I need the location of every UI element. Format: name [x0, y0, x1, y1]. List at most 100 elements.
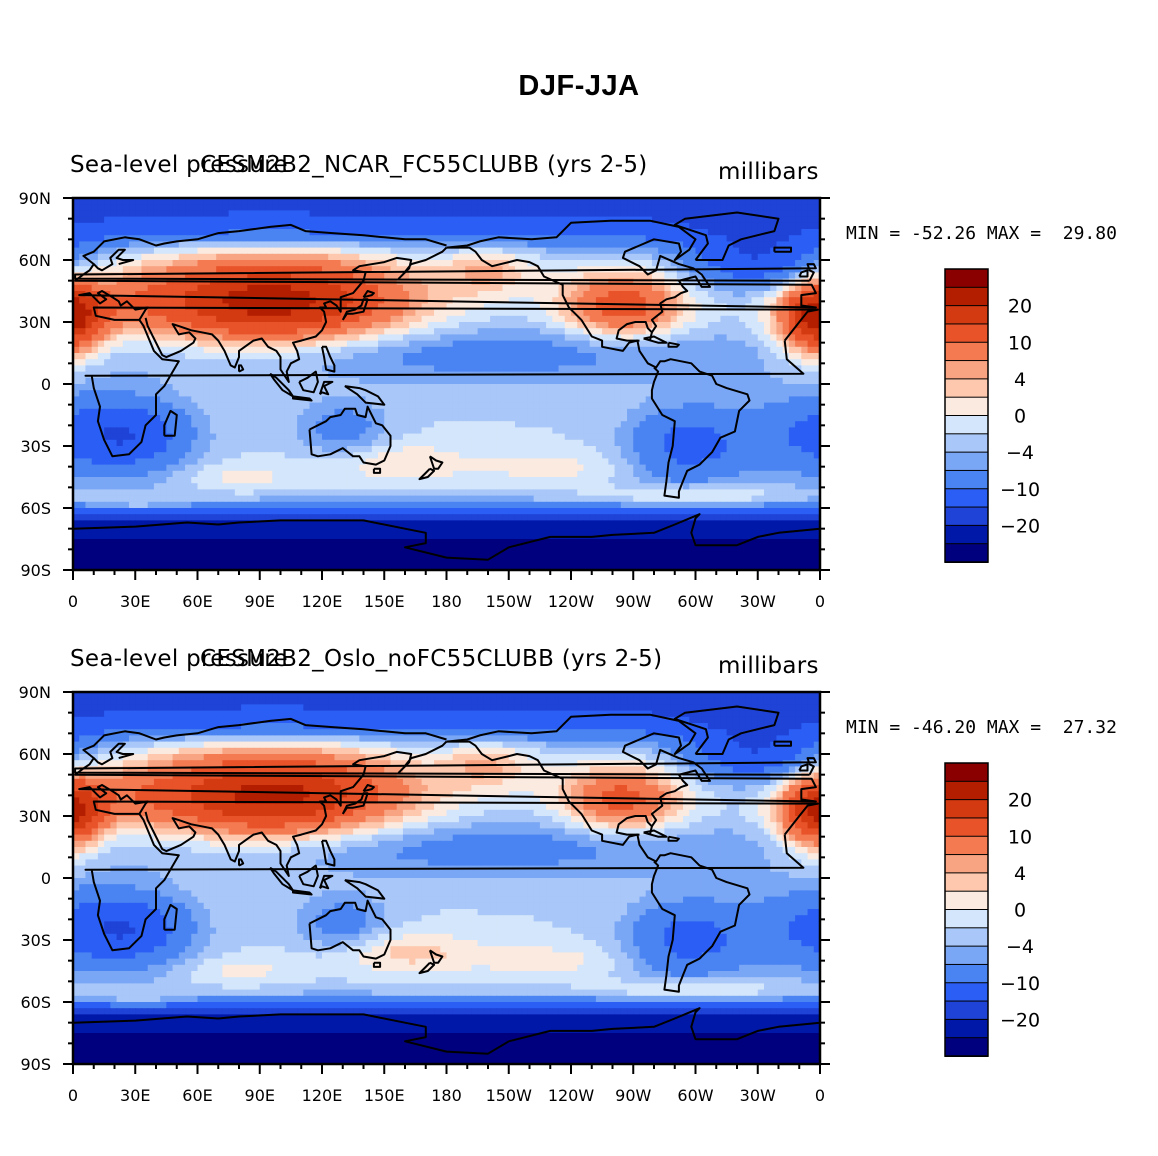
heatmap-cell — [620, 272, 628, 280]
heatmap-cell — [595, 291, 603, 298]
heatmap-cell — [253, 390, 261, 397]
heatmap-cell — [328, 446, 336, 453]
heatmap-cell — [558, 247, 566, 255]
heatmap-cell — [185, 334, 192, 342]
heatmap-cell — [384, 266, 392, 273]
heatmap-cell — [340, 291, 348, 298]
heatmap-cell — [770, 284, 778, 292]
heatmap-cell — [614, 309, 622, 317]
heatmap-cell — [315, 359, 323, 366]
heatmap-cell — [490, 322, 497, 329]
heatmap-cell — [284, 210, 292, 218]
heatmap-cell — [178, 452, 186, 459]
heatmap-cell — [720, 427, 728, 435]
heatmap-cell — [197, 309, 205, 317]
heatmap-cell — [614, 284, 622, 292]
heatmap-cell — [396, 353, 404, 360]
heatmap-cell — [689, 253, 697, 261]
heatmap-cell — [359, 433, 367, 441]
heatmap-cell — [241, 241, 248, 249]
heatmap-cell — [79, 421, 87, 428]
heatmap-cell — [85, 309, 93, 317]
heatmap-cell — [602, 272, 609, 280]
heatmap-cell — [259, 241, 267, 249]
heatmap-cell — [558, 198, 566, 205]
heatmap-cell — [645, 359, 653, 366]
heatmap-cell — [745, 229, 753, 236]
heatmap-cell — [129, 402, 136, 410]
heatmap-cell — [247, 322, 255, 329]
heatmap-cell — [259, 260, 267, 267]
heatmap-cell — [577, 408, 585, 416]
heatmap-cell — [589, 216, 597, 224]
heatmap-cell — [720, 297, 728, 304]
heatmap-cell — [297, 291, 304, 298]
heatmap-cell — [577, 322, 585, 329]
heatmap-cell — [670, 390, 678, 397]
heatmap-cell — [776, 309, 784, 317]
heatmap-cell — [178, 365, 186, 373]
heatmap-cell — [191, 446, 199, 453]
heatmap-cell — [689, 198, 697, 205]
heatmap-cell — [720, 222, 728, 230]
heatmap-cell — [707, 309, 715, 317]
heatmap-cell — [234, 260, 242, 267]
heatmap-cell — [427, 439, 435, 447]
heatmap-cell — [334, 377, 342, 385]
heatmap-cell — [608, 340, 616, 348]
heatmap-cell — [104, 297, 111, 304]
heatmap-cell — [228, 390, 236, 397]
heatmap-cell — [104, 278, 111, 286]
heatmap-cell — [795, 210, 802, 218]
heatmap-cell — [135, 297, 143, 304]
heatmap-cell — [589, 346, 597, 354]
heatmap-cell — [801, 198, 809, 205]
heatmap-cell — [701, 446, 709, 453]
heatmap-cell — [627, 222, 634, 230]
heatmap-cell — [153, 421, 161, 428]
heatmap-cell — [104, 384, 111, 391]
heatmap-cell — [415, 452, 423, 459]
heatmap-cell — [477, 446, 485, 453]
heatmap-cell — [371, 408, 379, 416]
heatmap-cell — [334, 346, 342, 354]
heatmap-cell — [614, 359, 622, 366]
heatmap-cell — [116, 340, 124, 348]
heatmap-cell — [658, 439, 665, 447]
heatmap-cell — [203, 390, 211, 397]
heatmap-cell — [309, 303, 317, 311]
heatmap-cell — [265, 241, 273, 249]
heatmap-cell — [129, 297, 136, 304]
heatmap-cell — [371, 384, 379, 391]
heatmap-cell — [745, 340, 753, 348]
heatmap-cell — [365, 291, 373, 298]
heatmap-cell — [614, 229, 622, 236]
heatmap-cell — [185, 291, 192, 298]
heatmap-cell — [234, 272, 242, 280]
heatmap-cell — [371, 303, 379, 311]
heatmap-cell — [346, 328, 354, 335]
heatmap-cell — [153, 346, 161, 354]
heatmap-cell — [85, 204, 93, 211]
heatmap-cell — [247, 353, 255, 360]
heatmap-cell — [91, 198, 99, 205]
heatmap-cell — [334, 415, 342, 422]
heatmap-cell — [695, 377, 703, 385]
heatmap-cell — [670, 334, 678, 342]
heatmap-cell — [129, 359, 136, 366]
heatmap-cell — [546, 384, 553, 391]
heatmap-cell — [602, 408, 609, 416]
heatmap-cell — [222, 390, 230, 397]
heatmap-cell — [228, 340, 236, 348]
heatmap-cell — [85, 322, 93, 329]
heatmap-cell — [104, 328, 111, 335]
heatmap-cell — [160, 433, 167, 441]
heatmap-cell — [614, 235, 622, 242]
heatmap-cell — [571, 260, 578, 267]
heatmap-cell — [434, 377, 441, 385]
heatmap-cell — [415, 365, 423, 373]
heatmap-cell — [602, 204, 609, 211]
heatmap-cell — [290, 247, 298, 255]
heatmap-cell — [539, 427, 547, 435]
heatmap-cell — [290, 396, 298, 404]
